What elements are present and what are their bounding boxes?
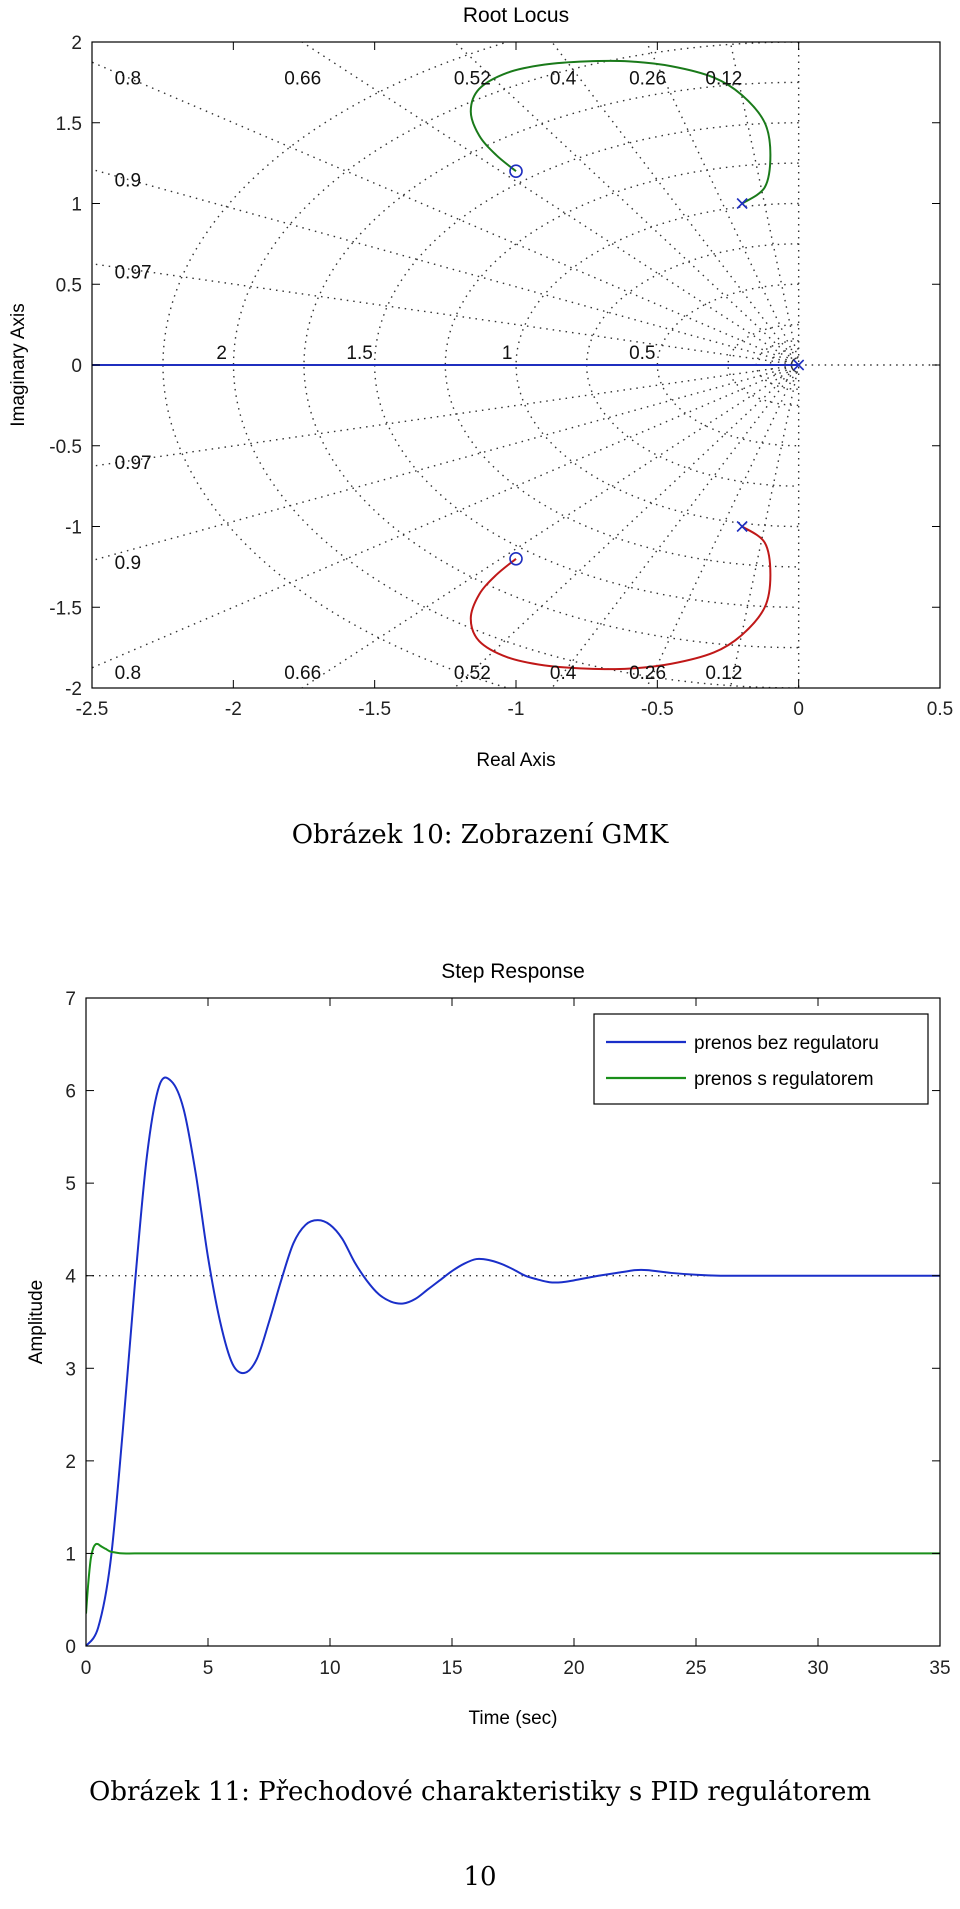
y-tick-label: 2 [65, 1452, 76, 1473]
y-axis-label: Imaginary Axis [8, 303, 29, 427]
x-tick-label: 15 [441, 1658, 462, 1679]
y-tick-label: 1.5 [56, 114, 82, 135]
damping-ray [453, 364, 800, 688]
plot-frame [85, 997, 941, 1647]
y-tick-label: 7 [65, 989, 76, 1010]
y-tick-label: 5 [65, 1174, 76, 1195]
damping-label: 0.66 [284, 663, 321, 684]
zero-marker [509, 551, 523, 566]
damping-label: 0.9 [115, 553, 141, 574]
legend-label-series-1: prenos bez regulatoru [694, 1033, 879, 1054]
damping-label: 0.52 [454, 69, 491, 90]
axis-ticks: -2.5 -2 -1.5 -1 -0.5 0 0.521.510.50-0.5-1-1.5-… [49, 33, 953, 720]
x-tick-label: -2 [225, 699, 242, 720]
y-tick-label: 1 [65, 1544, 76, 1565]
locus-branch-2 [469, 59, 772, 205]
locus-branches [92, 59, 799, 671]
damping-ray [645, 42, 800, 366]
pole-marker [793, 359, 805, 371]
x-tick-label: 0 [793, 699, 804, 720]
damping-ray [551, 364, 800, 688]
y-axis-label: Amplitude [26, 1280, 47, 1365]
x-tick-label: 30 [807, 1658, 828, 1679]
x-tick-label: -1.5 [358, 699, 391, 720]
x-tick-label: 10 [319, 1658, 340, 1679]
y-tick-label: 2 [71, 33, 82, 54]
sgrid [92, 42, 940, 688]
damping-label: 0.8 [115, 663, 141, 684]
damping-label: 0.97 [115, 262, 152, 283]
damping-ray [551, 42, 800, 366]
y-tick-label: 3 [65, 1359, 76, 1380]
y-tick-label: 6 [65, 1082, 76, 1103]
damping-label: 0.12 [705, 663, 742, 684]
x-tick-label: -1 [508, 699, 525, 720]
legend: prenos bez regulatoru prenos s regulator… [593, 1013, 929, 1105]
damping-label: 0.12 [705, 69, 742, 90]
chart-title: Root Locus [463, 4, 569, 27]
y-tick-label: -1.5 [49, 598, 82, 619]
frequency-arc [444, 162, 799, 568]
x-tick-label: 35 [929, 1658, 950, 1679]
pole-marker [736, 197, 748, 210]
y-tick-label: -2 [65, 679, 82, 700]
plot-background [86, 998, 940, 1646]
legend-label-series-2: prenos s regulatorem [694, 1069, 874, 1090]
step-response-figure: 0 5 10 15 20 25 30 35 7 6 5 4 3 2 1 0 Step Response Tim… [0, 950, 960, 1740]
y-tick-label: 0 [71, 356, 82, 377]
y-tick-label: 0 [65, 1637, 76, 1658]
damping-ray [453, 42, 800, 366]
zero-marker [509, 164, 523, 178]
frequency-label: 1 [502, 343, 513, 364]
y-tick-label: -1 [65, 518, 82, 539]
x-tick-label: -0.5 [641, 699, 674, 720]
y-tick-label: 0.5 [56, 275, 82, 296]
frequency-label: 2 [216, 343, 227, 364]
x-tick-label: -2.5 [76, 699, 109, 720]
locus-branch-3 [469, 525, 772, 671]
root-locus-chart: -2.5 -2 -1.5 -1 -0.5 0 0.521.510.50-0.5-1-1.5-… [8, 4, 953, 771]
figure-10-caption: Obrázek 10: Zobrazení GMK [291, 820, 669, 850]
damping-label: 0.26 [629, 69, 666, 90]
x-axis-label: Real Axis [476, 750, 555, 771]
response-curves [86, 1076, 940, 1646]
y-tick-label: -0.5 [49, 437, 82, 458]
damping-label: 0.26 [629, 663, 666, 684]
y-tick-label: 1 [71, 195, 82, 216]
figure-11-caption: Obrázek 11: Přechodové charakteristiky s… [89, 1777, 871, 1807]
x-tick-label: 0.5 [927, 699, 953, 720]
damping-ray [92, 168, 799, 366]
x-tick-label: 0 [81, 1658, 92, 1679]
x-tick-label: 25 [685, 1658, 706, 1679]
frequency-arc [656, 283, 799, 447]
damping-label: 0.8 [115, 69, 141, 90]
frequency-label: 0.5 [629, 343, 655, 364]
damping-label: 0.4 [550, 663, 577, 684]
x-axis-label: Time (sec) [468, 1708, 557, 1729]
chart-title: Step Response [441, 960, 585, 983]
frequency-label: 1.5 [346, 343, 372, 364]
damping-label: 0.97 [115, 453, 152, 474]
damping-label: 0.9 [115, 170, 141, 191]
page-number: 10 [463, 1862, 497, 1892]
response-curve-1 [86, 1076, 940, 1646]
x-tick-label: 5 [203, 1658, 214, 1679]
frequency-arc [161, 42, 510, 688]
damping-label: 0.4 [550, 69, 577, 90]
pole-marker [736, 520, 748, 533]
y-tick-label: 4 [65, 1267, 76, 1288]
damping-label: 0.66 [284, 69, 321, 90]
damping-ray [92, 263, 799, 366]
frequency-arc [769, 348, 799, 382]
response-curve-2 [86, 1542, 940, 1614]
x-tick-label: 20 [563, 1658, 584, 1679]
damping-ray [92, 364, 799, 467]
damping-label: 0.52 [454, 663, 491, 684]
pole-zero-markers [509, 164, 805, 566]
damping-ray [645, 364, 800, 688]
legend-box [593, 1013, 929, 1105]
root-locus-figure: -2.5 -2 -1.5 -1 -0.5 0 0.5 2 1.5 1 0.5 0 -0.5 -1 -1.5-… [0, 0, 960, 780]
